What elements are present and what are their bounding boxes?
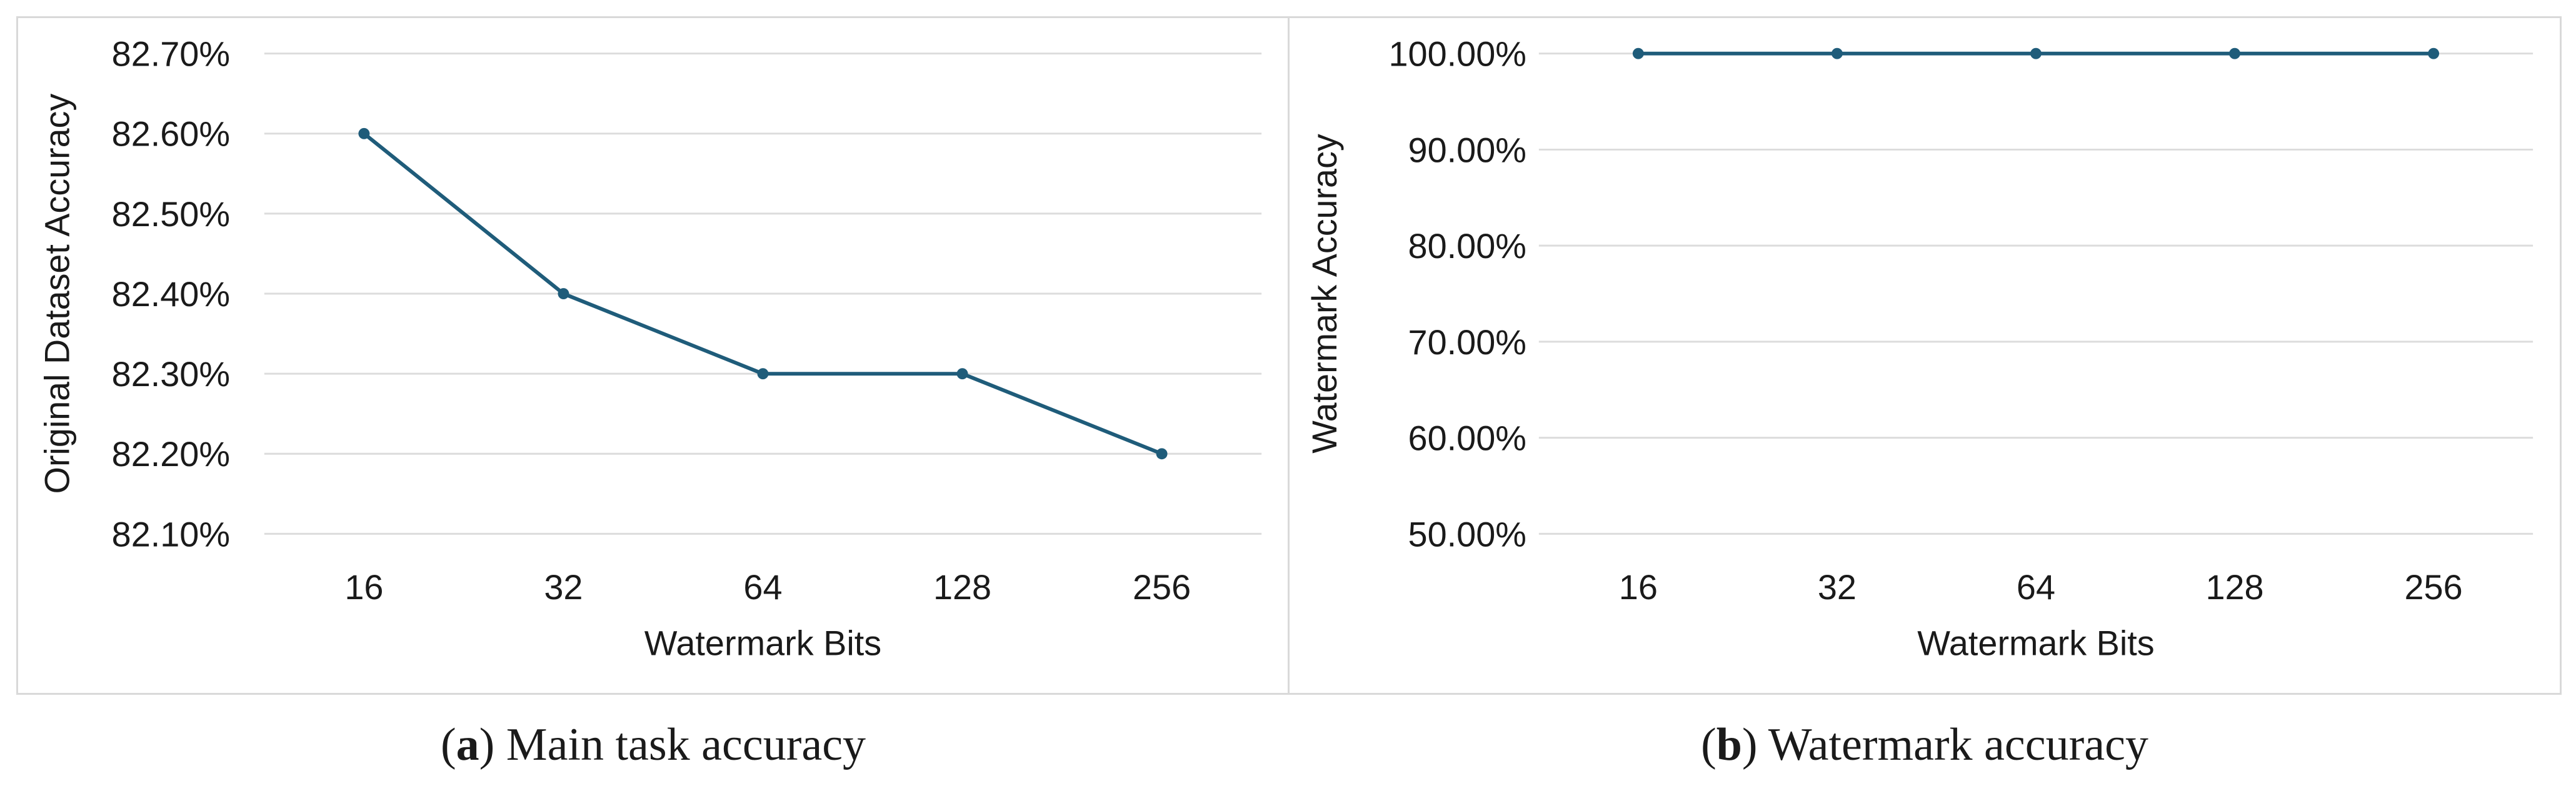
chart-a-x-tick-label: 16: [344, 568, 383, 607]
chart-a-y-axis-title: Original Dataset Accuracy: [38, 94, 77, 494]
chart-a-y-tick-label: 82.40%: [112, 275, 230, 314]
chart-a-x-tick-label: 256: [1133, 568, 1191, 607]
chart-a-data-point: [757, 368, 769, 380]
chart-b-data-point: [2229, 47, 2241, 59]
caption-b-text: Watermark accuracy: [1768, 719, 2148, 770]
chart-a-y-tick-label: 82.50%: [112, 195, 230, 234]
caption-b-open-paren: (: [1701, 719, 1716, 770]
chart-a-x-tick-label: 32: [544, 568, 583, 607]
chart-a-x-tick-label: 64: [743, 568, 782, 607]
chart-a-y-tick-label: 82.30%: [112, 355, 230, 394]
chart-b-data-point: [1831, 47, 1843, 59]
caption-b: (b) Watermark accuracy: [1288, 719, 2562, 775]
caption-b-letter: b: [1716, 719, 1742, 770]
chart-a-svg: 82.10% 82.20% 82.30% 82.40% 82.50% 82.60% 82.7…: [38, 35, 1262, 662]
chart-b-y-tick-label: 60.00%: [1408, 419, 1526, 458]
chart-b-data-point: [2428, 47, 2440, 59]
caption-a-open-paren: (: [440, 719, 456, 770]
chart-b-y-tick-label: 90.00%: [1408, 131, 1526, 169]
chart-b-data-point: [2030, 47, 2042, 59]
chart-panel-a: 82.10% 82.20% 82.30% 82.40% 82.50% 82.60% 82.7…: [16, 16, 1290, 695]
chart-b-y-tick-label: 80.00%: [1408, 227, 1526, 266]
chart-b-x-tick-label: 128: [2205, 568, 2263, 607]
chart-a-data-point: [1156, 448, 1168, 460]
chart-b-y-tick-label: 50.00%: [1408, 515, 1526, 554]
chart-a-y-tick-label: 82.10%: [112, 515, 230, 554]
chart-b-x-axis-title: Watermark Bits: [1917, 624, 2154, 662]
caption-a-letter: a: [456, 719, 479, 770]
chart-b-y-tick-label: 70.00%: [1408, 323, 1526, 362]
chart-a-y-tick-label: 82.20%: [112, 435, 230, 474]
chart-a-y-tick-label: 82.60%: [112, 115, 230, 154]
chart-a-data-point: [358, 127, 370, 139]
chart-a-y-tick-label: 82.70%: [112, 35, 230, 74]
chart-a-data-point: [956, 368, 968, 380]
chart-b-svg: 50.00% 60.00% 70.00% 80.00% 90.00% 100.00% 16 3…: [1305, 35, 2533, 662]
caption-b-close-paren: ): [1742, 719, 1758, 770]
chart-a-x-tick-label: 128: [933, 568, 991, 607]
caption-a-close-paren: ): [479, 719, 495, 770]
chart-b-y-axis-title: Watermark Accuracy: [1305, 134, 1344, 454]
chart-b-x-tick-label: 64: [2017, 568, 2055, 607]
caption-a-text: Main task accuracy: [506, 719, 866, 770]
chart-b-x-tick-label: 32: [1818, 568, 1857, 607]
chart-a-x-axis-title: Watermark Bits: [644, 624, 881, 662]
chart-b-x-tick-label: 16: [1619, 568, 1658, 607]
caption-a: (a) Main task accuracy: [16, 719, 1290, 775]
chart-b-y-tick-label: 100.00%: [1389, 35, 1526, 74]
chart-b-data-point: [1632, 47, 1644, 59]
chart-a-data-point: [558, 288, 569, 299]
chart-panel-b: 50.00% 60.00% 70.00% 80.00% 90.00% 100.00% 16 3…: [1288, 16, 2562, 695]
chart-b-x-tick-label: 256: [2405, 568, 2463, 607]
